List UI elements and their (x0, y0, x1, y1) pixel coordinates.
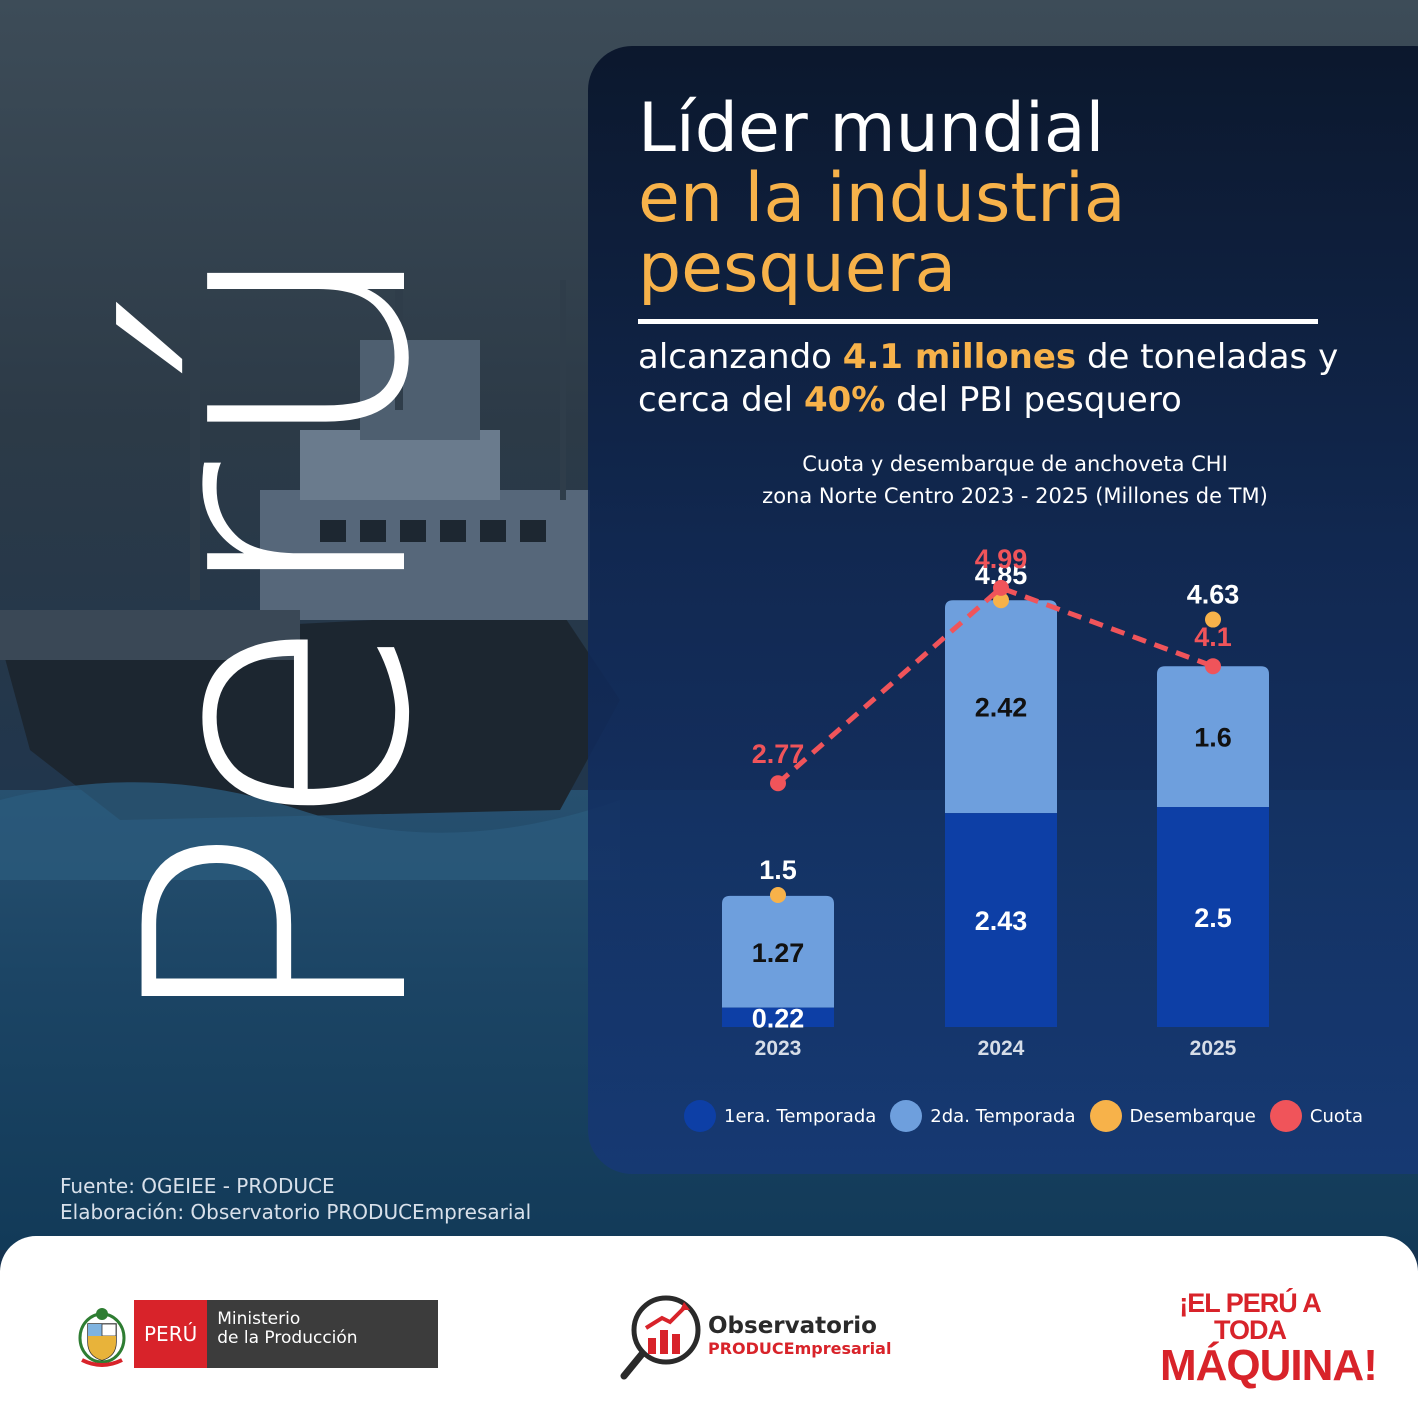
slogan-line-1: ¡EL PERÚ A TODA (1179, 1288, 1322, 1345)
cuota-point (770, 775, 786, 792)
chart-title-line-1: Cuota y desembarque de anchoveta CHI (802, 452, 1228, 476)
x-tick-label: 2023 (755, 1037, 802, 1060)
highlight-tonnage: 4.1 millones (842, 337, 1077, 377)
legend-item: Desembarque (1089, 1100, 1256, 1132)
cuota-point (993, 579, 1009, 596)
legend-swatch (1089, 1100, 1122, 1132)
desembarque-point (993, 592, 1009, 609)
cuota-line (776, 585, 1214, 786)
label-2da-temporada: 1.6 (1194, 723, 1232, 753)
headline-line-3: pesquera (638, 229, 957, 308)
subheadline-text: cerca del (638, 380, 794, 420)
legend-swatch (1269, 1100, 1302, 1132)
subheadline-text: de toneladas y (1086, 337, 1339, 377)
chart-legend: 1era. Temporada 2da. Temporada Desembarque… (684, 1100, 1377, 1132)
legend-item: 2da. Temporada (890, 1100, 1076, 1132)
subheadline-line-2: cerca del 40% del PBI pesquero (638, 378, 1182, 422)
chart-title-line-2: zona Norte Centro 2023 - 2025 (Millones … (762, 484, 1268, 508)
source-note: Fuente: OGEIEE - PRODUCE (60, 1174, 335, 1198)
highlight-percentage: 40% (803, 380, 886, 420)
elaboration-note: Elaboración: Observatorio PRODUCEmpresar… (60, 1200, 532, 1224)
subheadline-text: alcanzando (638, 337, 832, 377)
ministry-logo[interactable]: PERÚ Ministerio de la Producción (76, 1300, 438, 1368)
cuota-label: 4.99 (975, 544, 1028, 574)
coat-of-arms-icon (78, 1308, 126, 1367)
label-2da-temporada: 2.42 (975, 693, 1028, 723)
bar-2da-temporada (722, 895, 834, 1008)
desembarque-label: 4.63 (1187, 580, 1240, 610)
observatorio-text: Observatorio PRODUCEmpresarial (708, 1313, 891, 1358)
legend-swatch (890, 1100, 923, 1132)
bar-2da-temporada (945, 600, 1057, 814)
bar-2da-temporada (1157, 666, 1269, 807)
bar-1era-temporada (722, 1007, 834, 1027)
bar-1era-temporada (945, 813, 1057, 1027)
subheadline-line-1: alcanzando 4.1 millones de toneladas y (638, 335, 1338, 379)
bar-1era-temporada (1157, 807, 1269, 1027)
label-1era-temporada: 2.5 (1194, 903, 1232, 933)
ministry-name-line-2: de la Producción (217, 1328, 358, 1348)
cuota-label: 4.1 (1194, 622, 1232, 652)
observatorio-subtitle: PRODUCEmpresarial (708, 1338, 892, 1358)
legend-item: Cuota (1269, 1100, 1363, 1132)
observatorio-logo[interactable]: Observatorio PRODUCEmpresarial (618, 1290, 891, 1380)
x-tick-label: 2024 (978, 1037, 1025, 1060)
magnifier-chart-icon (620, 1295, 701, 1380)
desembarque-label: 1.5 (759, 855, 797, 885)
slogan-line-2: MÁQUINA! (1160, 1341, 1378, 1390)
label-1era-temporada: 0.22 (752, 1003, 805, 1033)
desembarque-point (1205, 611, 1221, 628)
observatorio-title: Observatorio (708, 1312, 877, 1339)
desembarque-point (770, 887, 786, 903)
campaign-slogan: ¡EL PERÚ A TODA MÁQUINA! (1160, 1288, 1378, 1390)
legend-label: 2da. Temporada (930, 1105, 1076, 1127)
cuota-point (1205, 658, 1221, 675)
legend-label: Cuota (1309, 1105, 1363, 1127)
headline-line-2: en la industria (638, 159, 1126, 238)
legend-label: 1era. Temporada (724, 1105, 877, 1127)
ministry-name: Ministerio de la Producción (207, 1300, 438, 1368)
headline-line-1: Líder mundial (638, 89, 1105, 168)
x-tick-label: 2025 (1190, 1037, 1237, 1060)
cuota-label: 2.77 (752, 739, 805, 769)
legend-item: 1era. Temporada (684, 1100, 876, 1132)
peru-brand-box: PERÚ (134, 1300, 208, 1368)
subheadline-text: del PBI pesquero (896, 380, 1182, 420)
ministry-name-line-1: Ministerio (217, 1309, 301, 1329)
fishing-vessel-illustration (0, 280, 620, 880)
label-2da-temporada: 1.27 (752, 938, 805, 968)
headline-divider (638, 319, 1318, 324)
legend-swatch (684, 1100, 716, 1132)
legend-label: Desembarque (1129, 1105, 1256, 1127)
label-1era-temporada: 2.43 (975, 906, 1028, 936)
